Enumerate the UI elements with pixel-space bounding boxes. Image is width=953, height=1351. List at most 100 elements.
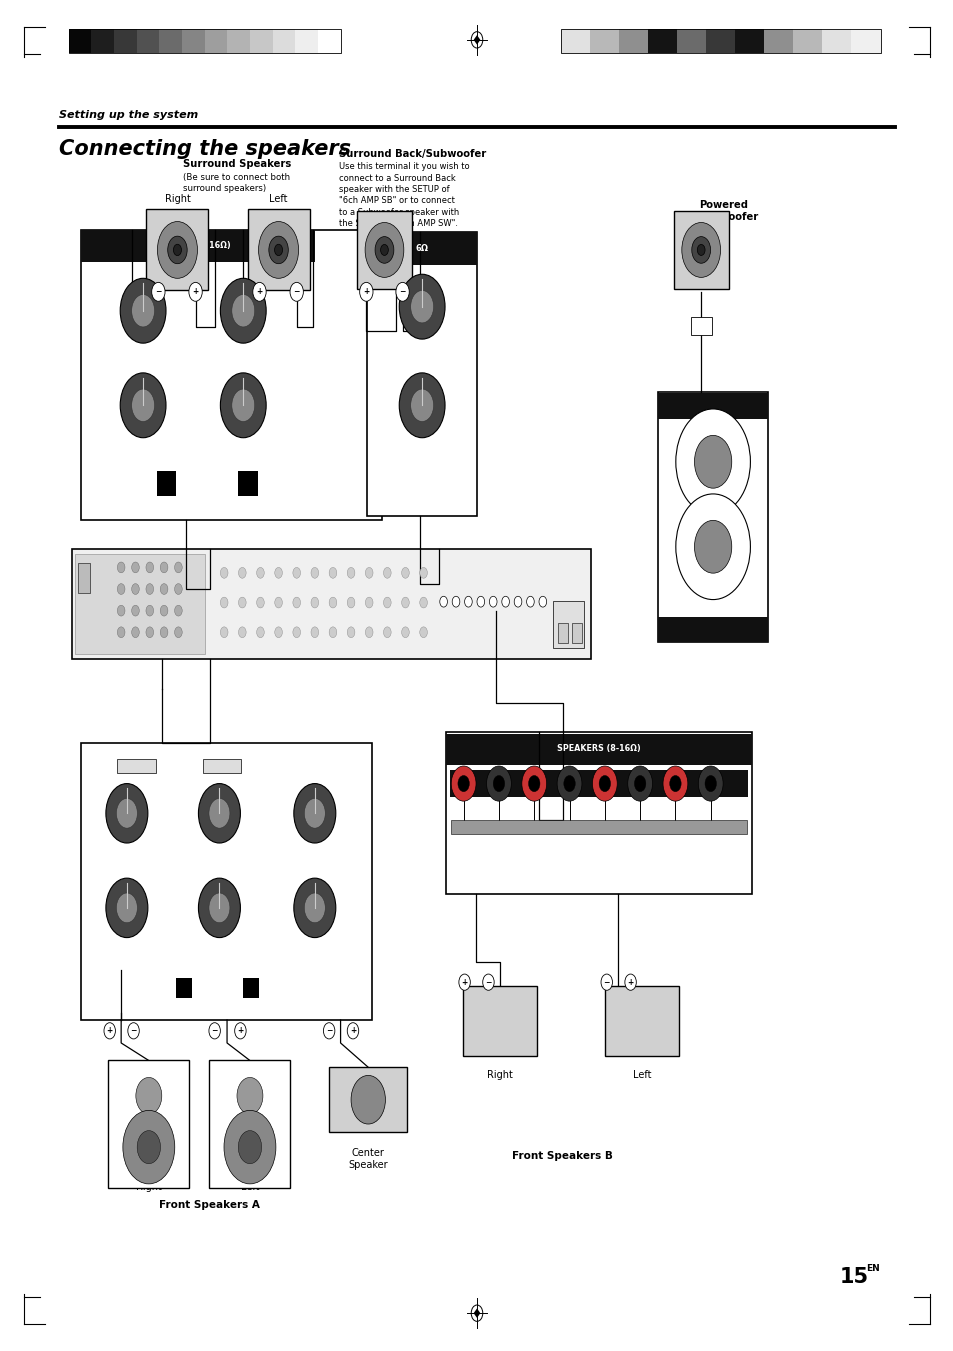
Circle shape <box>398 373 444 438</box>
Circle shape <box>439 596 447 607</box>
Circle shape <box>256 627 264 638</box>
Bar <box>604 986 679 1056</box>
Circle shape <box>521 766 546 801</box>
Bar <box>658 617 767 642</box>
Circle shape <box>323 1023 335 1039</box>
Circle shape <box>238 597 246 608</box>
Circle shape <box>669 775 680 792</box>
Circle shape <box>135 1078 162 1115</box>
Circle shape <box>189 282 202 301</box>
Circle shape <box>501 596 509 607</box>
Circle shape <box>329 627 336 638</box>
Circle shape <box>106 878 148 938</box>
Bar <box>690 317 711 335</box>
Circle shape <box>209 798 230 828</box>
Circle shape <box>347 567 355 578</box>
Circle shape <box>528 775 539 792</box>
Bar <box>821 28 851 53</box>
Circle shape <box>451 766 476 801</box>
Circle shape <box>691 236 710 263</box>
Circle shape <box>220 567 228 578</box>
Circle shape <box>538 596 546 607</box>
Circle shape <box>359 282 373 301</box>
Bar <box>317 28 340 53</box>
Bar <box>247 209 309 290</box>
Circle shape <box>419 567 427 578</box>
Bar <box>71 549 591 659</box>
Bar <box>793 28 821 53</box>
Circle shape <box>120 278 166 343</box>
Text: +: + <box>193 288 198 296</box>
Bar <box>367 232 476 516</box>
Circle shape <box>116 893 137 923</box>
Text: Surround Back/Subwoofer: Surround Back/Subwoofer <box>338 150 485 159</box>
Circle shape <box>256 567 264 578</box>
Circle shape <box>174 584 182 594</box>
Circle shape <box>117 605 125 616</box>
Text: EN: EN <box>865 1265 879 1273</box>
Circle shape <box>160 627 168 638</box>
Text: Right: Right <box>135 1182 162 1192</box>
Circle shape <box>253 282 266 301</box>
Circle shape <box>311 567 318 578</box>
Circle shape <box>132 295 154 327</box>
Circle shape <box>411 290 433 323</box>
Text: Center
Speaker: Center Speaker <box>348 1148 388 1170</box>
Circle shape <box>146 627 153 638</box>
Circle shape <box>209 1023 220 1039</box>
Bar <box>658 392 767 642</box>
Text: +: + <box>256 288 262 296</box>
Bar <box>560 28 880 53</box>
Circle shape <box>329 567 336 578</box>
Circle shape <box>697 245 704 255</box>
Circle shape <box>220 278 266 343</box>
Circle shape <box>600 974 612 990</box>
Circle shape <box>398 274 444 339</box>
Circle shape <box>675 409 750 515</box>
Bar <box>673 211 728 289</box>
Text: 15: 15 <box>839 1267 868 1286</box>
Circle shape <box>236 1078 263 1115</box>
Circle shape <box>704 775 716 792</box>
Text: −: − <box>399 288 405 296</box>
Text: Left: Left <box>240 1182 259 1192</box>
Bar <box>238 471 257 496</box>
Bar <box>356 211 412 289</box>
Circle shape <box>123 1111 174 1183</box>
Text: SPEAKERS (8-16Ω): SPEAKERS (8-16Ω) <box>557 744 640 753</box>
Bar <box>450 770 747 797</box>
Bar <box>204 28 227 53</box>
Circle shape <box>476 596 484 607</box>
Circle shape <box>365 223 403 277</box>
Bar <box>658 393 767 419</box>
Bar <box>329 1067 407 1132</box>
Circle shape <box>173 245 181 255</box>
Bar <box>451 820 746 834</box>
Bar <box>553 601 583 648</box>
Circle shape <box>457 775 469 792</box>
Circle shape <box>401 627 409 638</box>
Circle shape <box>493 775 504 792</box>
Circle shape <box>311 597 318 608</box>
Circle shape <box>256 597 264 608</box>
Bar <box>81 743 372 1020</box>
Bar <box>176 978 192 998</box>
Circle shape <box>557 766 581 801</box>
Text: Front Speakers A: Front Speakers A <box>159 1200 260 1209</box>
Text: Surround Speakers: Surround Speakers <box>183 159 291 169</box>
Circle shape <box>634 775 645 792</box>
Bar <box>136 28 159 53</box>
Circle shape <box>290 282 303 301</box>
Text: Setting up the system: Setting up the system <box>59 111 198 120</box>
Circle shape <box>294 784 335 843</box>
Bar <box>763 28 793 53</box>
Circle shape <box>514 596 521 607</box>
Bar <box>91 28 114 53</box>
Circle shape <box>419 627 427 638</box>
Circle shape <box>274 245 282 255</box>
Circle shape <box>395 282 409 301</box>
Bar <box>243 978 258 998</box>
Circle shape <box>160 562 168 573</box>
Bar <box>735 28 763 53</box>
Circle shape <box>146 605 153 616</box>
